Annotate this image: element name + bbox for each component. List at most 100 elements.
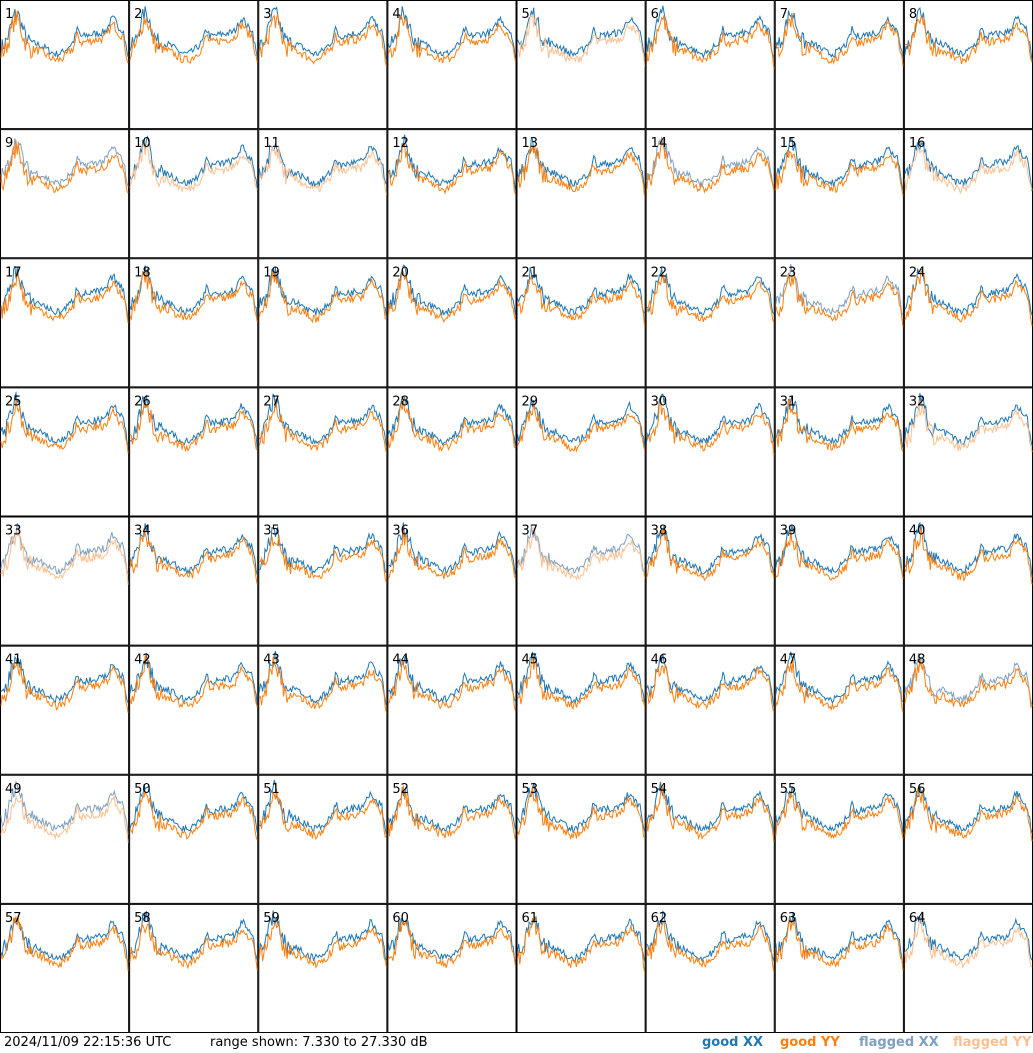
panel-31: 31 xyxy=(774,387,904,517)
panel-frame xyxy=(129,258,259,388)
series-yy-line xyxy=(0,796,129,843)
panel-6: 6 xyxy=(645,0,775,130)
panel-35: 35 xyxy=(258,516,388,646)
panel-frame xyxy=(903,774,1033,904)
panel-51: 51 xyxy=(258,774,388,904)
series-xx-line xyxy=(129,134,258,189)
panel-frame xyxy=(258,774,388,904)
panel-14: 14 xyxy=(645,129,775,259)
series-xx-line xyxy=(258,6,387,61)
panel-62: 62 xyxy=(645,903,775,1033)
panel-label: 17 xyxy=(5,265,22,280)
series-yy-line xyxy=(387,919,516,969)
series-yy-line xyxy=(517,785,645,841)
series-yy-line xyxy=(258,13,387,67)
series-yy-line xyxy=(129,527,258,585)
series-xx-line xyxy=(775,651,904,705)
series-yy-line xyxy=(387,785,516,841)
panel-label: 39 xyxy=(780,524,797,539)
panel-26: 26 xyxy=(129,387,259,517)
panel-3: 3 xyxy=(258,0,388,130)
panel-label: 51 xyxy=(263,782,280,797)
panel-9: 9 xyxy=(0,129,130,259)
series-yy-line xyxy=(0,271,129,324)
panel-label: 49 xyxy=(5,782,22,797)
panel-label: 44 xyxy=(392,653,409,668)
series-yy-line xyxy=(0,399,129,454)
panel-label: 64 xyxy=(909,911,926,926)
series-yy-line xyxy=(0,916,129,972)
panel-label: 59 xyxy=(263,911,280,926)
series-yy-line xyxy=(775,531,904,581)
panel-47: 47 xyxy=(774,645,904,775)
series-yy-line xyxy=(129,269,258,323)
panel-frame xyxy=(774,774,904,904)
series-xx-line xyxy=(130,911,258,962)
series-xx-line xyxy=(517,651,646,706)
series-yy-line xyxy=(0,140,129,194)
panel-label: 29 xyxy=(522,394,539,409)
series-xx-line xyxy=(646,781,775,835)
series-xx-line xyxy=(387,264,516,316)
panel-frame xyxy=(258,0,388,130)
panel-label: 37 xyxy=(522,524,539,539)
series-xx-line xyxy=(517,7,646,58)
panel-label: 18 xyxy=(134,265,151,280)
panel-label: 6 xyxy=(651,7,659,22)
panel-frame xyxy=(387,258,517,388)
series-yy-line xyxy=(646,399,775,456)
panel-label: 31 xyxy=(780,394,797,409)
panel-label: 60 xyxy=(392,911,409,926)
series-yy-line xyxy=(517,274,646,327)
panel-frame xyxy=(129,516,259,646)
series-yy-line xyxy=(904,915,1033,969)
panel-label: 26 xyxy=(134,394,151,409)
panel-28: 28 xyxy=(387,387,517,517)
series-yy-line xyxy=(258,920,387,969)
panel-label: 4 xyxy=(392,7,400,22)
panel-frame xyxy=(387,387,517,517)
series-xx-line xyxy=(775,912,904,966)
panel-2: 2 xyxy=(129,0,259,130)
panel-40: 40 xyxy=(903,516,1033,646)
panel-23: 23 xyxy=(774,258,904,388)
series-yy-line xyxy=(775,13,904,66)
series-xx-line xyxy=(646,393,775,445)
panel-33: 33 xyxy=(0,516,130,646)
panel-42: 42 xyxy=(129,645,259,775)
series-xx-line xyxy=(0,265,129,321)
legend-flagged-yy: flagged YY xyxy=(953,1035,1032,1050)
panel-label: 14 xyxy=(651,136,668,151)
legend-good-yy: good YY xyxy=(780,1035,840,1050)
panel-22: 22 xyxy=(645,258,775,388)
series-xx-line xyxy=(646,268,775,316)
panel-frame xyxy=(387,129,517,259)
panel-19: 19 xyxy=(258,258,388,388)
panel-frame xyxy=(129,645,259,775)
series-yy-line xyxy=(129,923,258,971)
series-xx-line xyxy=(517,782,646,834)
panel-frame xyxy=(129,387,259,517)
panel-12: 12 xyxy=(387,129,517,259)
panel-64: 64 xyxy=(903,903,1033,1033)
series-yy-line xyxy=(129,789,258,841)
panel-label: 33 xyxy=(5,524,22,539)
panel-54: 54 xyxy=(645,774,775,904)
panel-label: 34 xyxy=(134,524,151,539)
panel-52: 52 xyxy=(387,774,517,904)
series-xx-line xyxy=(0,138,129,188)
panel-label: 57 xyxy=(5,911,22,926)
panel-label: 50 xyxy=(134,782,151,797)
series-yy-line xyxy=(904,269,1033,326)
series-yy-line xyxy=(646,140,775,194)
panel-label: 5 xyxy=(522,7,530,22)
panel-32: 32 xyxy=(903,387,1033,517)
panel-frame xyxy=(0,387,130,517)
panel-label: 38 xyxy=(651,524,668,539)
series-yy-line xyxy=(517,13,646,67)
panel-frame xyxy=(129,0,259,130)
panel-37: 37 xyxy=(516,516,646,646)
panel-27: 27 xyxy=(258,387,388,517)
panel-59: 59 xyxy=(258,903,388,1033)
panel-63: 63 xyxy=(774,903,904,1033)
